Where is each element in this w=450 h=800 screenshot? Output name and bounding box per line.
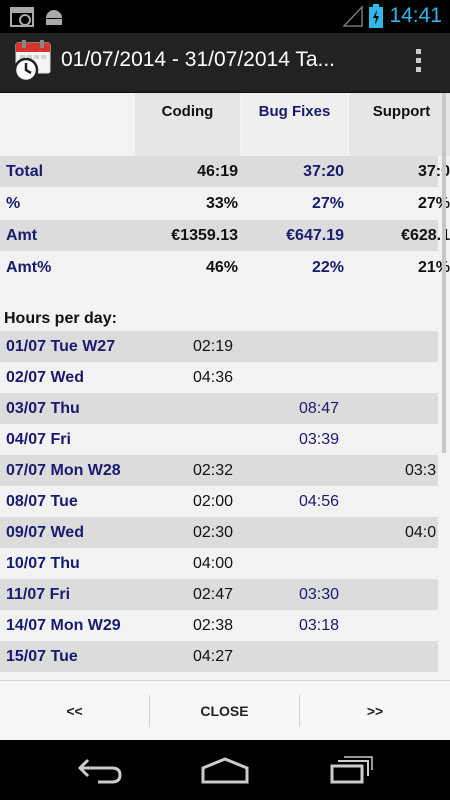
android-notification-icon bbox=[46, 10, 62, 25]
bottom-button-bar: << CLOSE >> bbox=[0, 680, 450, 741]
day-label: 02/07 Wed bbox=[6, 369, 84, 386]
report-content[interactable]: Coding Bug Fixes Support Total 46:19 37:… bbox=[0, 93, 450, 680]
day-coding-value: 02:00 bbox=[193, 493, 234, 510]
hours-per-day-heading: Hours per day: bbox=[4, 310, 117, 327]
day-row: 10/07 Thu 04:00 bbox=[0, 548, 438, 579]
status-bar: 14:41 bbox=[0, 0, 450, 33]
day-row: 11/07 Fri 02:47 03:30 bbox=[0, 579, 438, 610]
summary-value-support: €628.1 bbox=[401, 227, 450, 244]
button-divider bbox=[299, 695, 300, 727]
summary-value-coding: 33% bbox=[205, 195, 238, 212]
summary-value-bug-fixes: 22% bbox=[311, 259, 344, 276]
signal-icon bbox=[343, 5, 364, 27]
day-label: 10/07 Thu bbox=[6, 555, 80, 572]
overflow-menu-icon[interactable] bbox=[414, 49, 422, 77]
summary-value-support: 27% bbox=[417, 195, 450, 212]
calendar-clock-app-icon[interactable] bbox=[12, 39, 56, 83]
day-bug-fixes-value: 03:30 bbox=[299, 586, 340, 603]
summary-row-total: Total 46:19 37:20 37:0 bbox=[0, 156, 450, 187]
day-support-value: 04:0 bbox=[405, 524, 437, 541]
day-row: 01/07 Tue W27 02:19 bbox=[0, 331, 438, 362]
status-time: 14:41 bbox=[389, 4, 442, 27]
close-button[interactable]: CLOSE bbox=[200, 703, 249, 719]
day-row: 14/07 Mon W29 02:38 03:18 bbox=[0, 610, 438, 641]
summary-row-percent: % 33% 27% 27% bbox=[0, 188, 450, 219]
summary-row-amount-percent: Amt% 46% 22% 21% bbox=[0, 252, 450, 283]
day-row: 08/07 Tue 02:00 04:56 bbox=[0, 486, 438, 517]
day-bug-fixes-value: 03:18 bbox=[299, 617, 340, 634]
summary-row-amount: Amt €1359.13 €647.19 €628.1 bbox=[0, 220, 450, 251]
day-label: 08/07 Tue bbox=[6, 493, 78, 510]
day-row: 04/07 Fri 03:39 bbox=[0, 424, 438, 455]
day-label: 09/07 Wed bbox=[6, 524, 84, 541]
calendar-notification-icon bbox=[10, 7, 34, 27]
day-coding-value: 04:00 bbox=[193, 555, 234, 572]
summary-label: Amt bbox=[6, 227, 38, 244]
day-row: 09/07 Wed 02:30 04:0 bbox=[0, 517, 438, 548]
summary-label: % bbox=[6, 195, 21, 212]
summary-value-bug-fixes: 27% bbox=[311, 195, 344, 212]
battery-charging-icon bbox=[369, 4, 384, 28]
day-coding-value: 02:38 bbox=[193, 617, 234, 634]
day-coding-value: 02:32 bbox=[193, 462, 234, 479]
column-header-support: Support bbox=[349, 93, 450, 156]
day-coding-value: 02:19 bbox=[193, 338, 234, 355]
next-period-button[interactable]: >> bbox=[366, 703, 384, 719]
column-header-bug-fixes: Bug Fixes bbox=[242, 93, 347, 156]
day-row: 15/07 Tue 04:27 bbox=[0, 641, 438, 672]
day-coding-value: 02:30 bbox=[193, 524, 234, 541]
day-row: 07/07 Mon W28 02:32 03:3 bbox=[0, 455, 438, 486]
day-label: 07/07 Mon W28 bbox=[6, 462, 121, 479]
summary-value-coding: 46% bbox=[205, 259, 238, 276]
day-row: 03/07 Thu 08:47 bbox=[0, 393, 438, 424]
system-navigation-bar bbox=[0, 740, 450, 800]
previous-period-button[interactable]: << bbox=[66, 703, 83, 719]
day-row: 02/07 Wed 04:36 bbox=[0, 362, 438, 393]
day-coding-value: 02:47 bbox=[193, 586, 234, 603]
back-icon[interactable] bbox=[76, 756, 124, 784]
day-label: 11/07 Fri bbox=[6, 586, 71, 603]
summary-value-support: 37:0 bbox=[417, 163, 450, 180]
day-label: 14/07 Mon W29 bbox=[6, 617, 121, 634]
day-bug-fixes-value: 08:47 bbox=[299, 400, 340, 417]
day-coding-value: 04:36 bbox=[193, 369, 234, 386]
summary-value-coding: €1359.13 bbox=[171, 227, 238, 244]
button-divider bbox=[149, 695, 150, 727]
summary-label: Total bbox=[6, 163, 44, 180]
column-header-row: Coding Bug Fixes Support bbox=[0, 93, 450, 156]
summary-value-bug-fixes: 37:20 bbox=[303, 163, 344, 180]
day-support-value: 03:3 bbox=[405, 462, 437, 479]
day-label: 03/07 Thu bbox=[6, 400, 80, 417]
day-label: 04/07 Fri bbox=[6, 431, 71, 448]
day-label: 15/07 Tue bbox=[6, 648, 78, 665]
screen-title: 01/07/2014 - 31/07/2014 Ta... bbox=[61, 48, 336, 71]
home-icon[interactable] bbox=[200, 756, 250, 784]
vertical-scrollbar[interactable] bbox=[442, 93, 446, 453]
day-coding-value: 04:27 bbox=[193, 648, 234, 665]
summary-value-bug-fixes: €647.19 bbox=[286, 227, 344, 244]
action-bar: 01/07/2014 - 31/07/2014 Ta... bbox=[0, 33, 450, 93]
column-header-coding: Coding bbox=[135, 93, 240, 156]
summary-label: Amt% bbox=[6, 259, 52, 276]
day-bug-fixes-value: 03:39 bbox=[299, 431, 340, 448]
recent-apps-icon[interactable] bbox=[330, 756, 374, 784]
summary-value-coding: 46:19 bbox=[197, 163, 238, 180]
summary-value-support: 21% bbox=[417, 259, 450, 276]
day-label: 01/07 Tue W27 bbox=[6, 338, 116, 355]
day-bug-fixes-value: 04:56 bbox=[299, 493, 340, 510]
